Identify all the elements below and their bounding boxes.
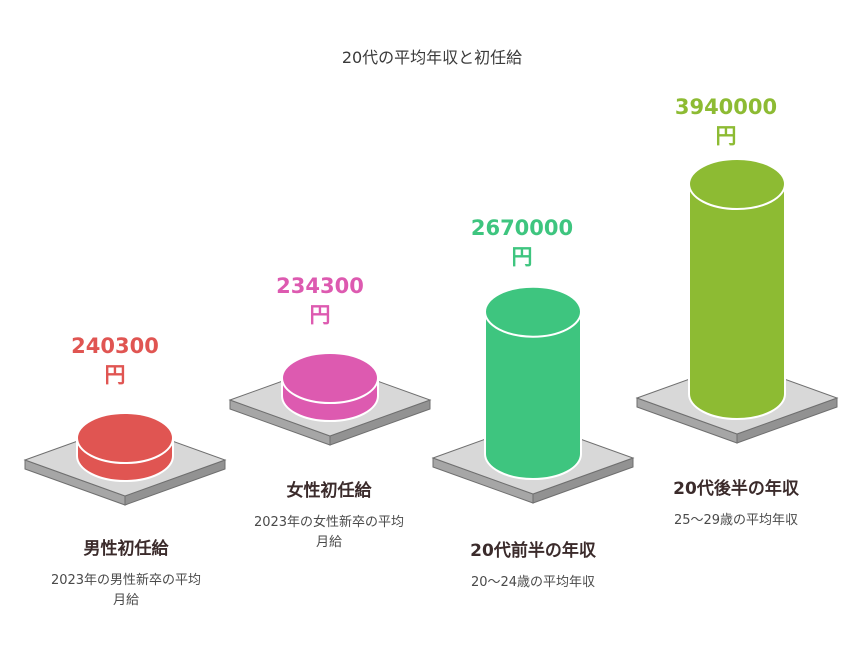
category-label-late-20s: 20代後半の年収 25〜29歳の平均年収 (626, 474, 846, 531)
category-label-male: 男性初任給 2023年の男性新卒の平均月給 (16, 534, 236, 610)
bar-cylinder-body (688, 183, 786, 420)
category-description: 2023年の男性新卒の平均月給 (50, 573, 202, 608)
bar-cylinder-body (484, 310, 582, 480)
bar-cylinder-top (688, 158, 786, 210)
category-name: 20代前半の年収 (470, 541, 596, 561)
value-unit: 円 (511, 245, 533, 269)
category-description: 20〜24歳の平均年収 (470, 575, 596, 590)
value-number: 234300 (276, 274, 364, 298)
bar-cylinder-top (484, 285, 582, 338)
value-number: 240300 (71, 334, 159, 358)
category-name: 20代後半の年収 (673, 479, 799, 499)
value-number: 3940000 (674, 95, 778, 119)
value-unit: 円 (715, 124, 737, 148)
value-label-late-20s-income: 3940000 円 (626, 93, 826, 151)
value-number: 2670000 (470, 216, 574, 240)
value-label-male-starting-salary: 240300 円 (15, 332, 215, 390)
category-description: 25〜29歳の平均年収 (673, 513, 799, 528)
category-label-female: 女性初任給 2023年の女性新卒の平均月給 (219, 476, 439, 552)
value-unit: 円 (309, 303, 331, 327)
value-label-female-starting-salary: 234300 円 (220, 272, 420, 330)
value-unit: 円 (104, 363, 126, 387)
bar-cylinder-top (281, 352, 379, 404)
chart-title: 20代の平均年収と初任給 (341, 48, 523, 67)
category-label-early-20s: 20代前半の年収 20〜24歳の平均年収 (423, 536, 643, 593)
bar-cylinder-top (76, 412, 174, 464)
category-description: 2023年の女性新卒の平均月給 (253, 515, 405, 550)
value-label-early-20s-income: 2670000 円 (422, 214, 622, 272)
category-name: 男性初任給 (83, 539, 169, 559)
category-name: 女性初任給 (286, 481, 372, 501)
